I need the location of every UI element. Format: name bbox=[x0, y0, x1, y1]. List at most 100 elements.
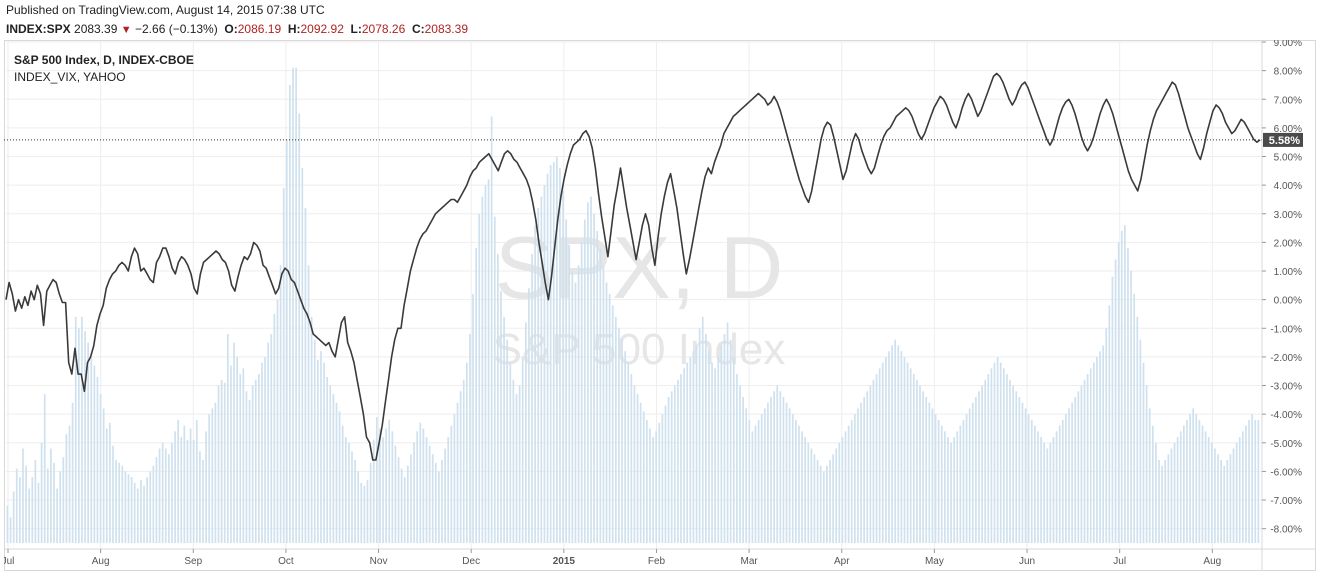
x-tick-label: Aug bbox=[1203, 556, 1221, 567]
vix-bar bbox=[704, 334, 707, 543]
vix-bar bbox=[1092, 362, 1095, 543]
vix-bar bbox=[701, 316, 704, 543]
vix-bar bbox=[534, 225, 536, 544]
watermark-name: S&P 500 Index bbox=[493, 325, 786, 374]
vix-bar bbox=[518, 385, 521, 543]
vix-bar bbox=[956, 431, 959, 543]
vix-bar bbox=[68, 425, 71, 543]
low-value: 2078.26 bbox=[361, 22, 406, 36]
vix-bar bbox=[1257, 419, 1260, 543]
vix-bar bbox=[279, 265, 282, 543]
vix-bar bbox=[577, 265, 580, 543]
vix-bar bbox=[661, 414, 664, 543]
x-tick-label: May bbox=[925, 556, 944, 567]
vix-bar bbox=[462, 379, 465, 543]
vix-bar bbox=[1061, 419, 1064, 543]
vix-bar bbox=[465, 362, 468, 543]
vix-bar bbox=[1158, 459, 1160, 543]
vix-bar bbox=[65, 434, 68, 543]
vix-bar bbox=[639, 402, 642, 543]
vix-bar bbox=[152, 465, 155, 543]
vix-bar bbox=[105, 428, 108, 543]
vix-bar bbox=[1214, 448, 1216, 543]
x-tick-label: Sep bbox=[184, 556, 202, 567]
y-tick-label: -4.00% bbox=[1270, 410, 1302, 421]
x-tick-label: Jul bbox=[4, 556, 14, 567]
vix-bar bbox=[739, 385, 741, 543]
vix-bar bbox=[978, 391, 980, 543]
legend-main[interactable]: S&P 500 Index, D, INDEX-CBOE bbox=[14, 53, 194, 67]
vix-bar bbox=[1186, 419, 1188, 543]
vix-bar bbox=[1183, 425, 1185, 543]
vix-bar bbox=[903, 356, 906, 543]
vix-bar bbox=[782, 396, 785, 543]
vix-bar bbox=[313, 339, 316, 543]
x-tick-label: Jun bbox=[1019, 556, 1035, 567]
vix-bar bbox=[708, 351, 710, 543]
vix-bar bbox=[397, 457, 400, 543]
vix-bar bbox=[416, 431, 419, 543]
vix-bar bbox=[136, 488, 139, 543]
vix-bar bbox=[171, 442, 173, 543]
vix-bar bbox=[1018, 396, 1021, 543]
vix-bar bbox=[1148, 408, 1151, 543]
vix-bar bbox=[438, 471, 440, 543]
vix-bar bbox=[1058, 425, 1061, 543]
vix-bar bbox=[1130, 271, 1132, 543]
vix-bar bbox=[149, 471, 152, 543]
vix-bar bbox=[15, 468, 18, 543]
vix-bar bbox=[1155, 442, 1157, 543]
vix-bar bbox=[1086, 374, 1089, 543]
vix-bar bbox=[1235, 442, 1238, 543]
vix-bar bbox=[168, 454, 170, 543]
vix-bar bbox=[124, 471, 127, 543]
vix-bar bbox=[264, 356, 266, 543]
vix-bar bbox=[1006, 374, 1008, 543]
vix-bar bbox=[394, 445, 397, 543]
vix-bar bbox=[425, 437, 428, 543]
vix-bar bbox=[270, 334, 273, 543]
vix-bar bbox=[1111, 276, 1114, 543]
y-tick-label: 0.00% bbox=[1274, 296, 1302, 307]
vix-bar bbox=[214, 402, 217, 543]
vix-bar bbox=[40, 442, 43, 543]
legend-compare[interactable]: INDEX_VIX, YAHOO bbox=[14, 70, 126, 84]
vix-bar bbox=[1254, 419, 1257, 543]
vix-bar bbox=[686, 362, 689, 543]
y-tick-label: -2.00% bbox=[1270, 353, 1302, 364]
vix-bar bbox=[723, 334, 726, 543]
vix-bar bbox=[791, 414, 794, 543]
vix-bar bbox=[478, 213, 481, 543]
spx-line-series bbox=[5, 72, 1261, 461]
spx-line-path bbox=[5, 72, 1261, 461]
vix-bar bbox=[1052, 437, 1055, 543]
vix-bar bbox=[6, 505, 9, 543]
vix-bar bbox=[211, 408, 214, 543]
vix-bar bbox=[1117, 242, 1120, 543]
vix-bar bbox=[444, 448, 446, 543]
last-price: 2083.39 bbox=[74, 22, 118, 36]
y-tick-label: 9.00% bbox=[1274, 40, 1302, 49]
vix-bar bbox=[233, 342, 235, 543]
vix-bar bbox=[363, 485, 366, 543]
vix-bar bbox=[571, 271, 574, 543]
vix-bar bbox=[1065, 414, 1067, 543]
vix-bar bbox=[37, 482, 40, 543]
vix-bar-series bbox=[6, 67, 1260, 544]
price-chart[interactable]: SPX, D S&P 500 Index 9.00%8.00%7.00%6.00… bbox=[4, 40, 1316, 571]
vix-bar bbox=[881, 362, 884, 543]
vix-bar bbox=[205, 431, 207, 543]
vix-bar bbox=[1136, 316, 1139, 543]
open-label: O: bbox=[224, 22, 238, 36]
vix-bar bbox=[717, 356, 720, 543]
price-change: −2.66 (−0.13%) bbox=[135, 22, 218, 36]
vix-bar bbox=[304, 208, 307, 543]
vix-bar bbox=[360, 482, 363, 543]
vix-bar bbox=[987, 374, 990, 543]
vix-bar bbox=[19, 477, 21, 543]
vix-bar bbox=[975, 396, 977, 543]
symbol-label[interactable]: INDEX:SPX bbox=[6, 22, 71, 36]
vix-bar bbox=[1229, 454, 1232, 543]
vix-bar bbox=[1034, 425, 1036, 543]
vix-bar bbox=[1220, 459, 1222, 543]
